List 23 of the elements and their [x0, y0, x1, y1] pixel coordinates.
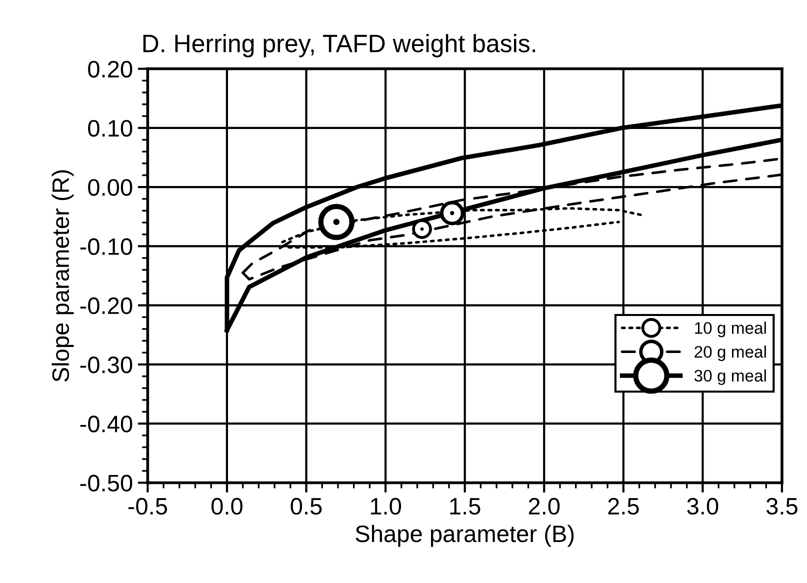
chart-title: D. Herring prey, TAFD weight basis. — [143, 34, 536, 58]
legend-label: 20 g meal — [694, 346, 766, 362]
x-tick-label: 3.0 — [687, 498, 718, 515]
y-tick-label: 0.20 — [88, 60, 132, 78]
x-tick-label: 0.0 — [211, 498, 242, 515]
x-tick-label: 2.0 — [528, 498, 560, 515]
y-tick-label: -0.50 — [80, 474, 132, 492]
y-tick-label: -0.20 — [80, 297, 132, 314]
x-tick-label: 2.5 — [608, 498, 639, 515]
y-tick-label: 0.00 — [88, 179, 132, 196]
x-tick-label: 1.5 — [450, 498, 480, 515]
y-tick-label: 0.10 — [88, 120, 132, 137]
x-tick-label: 3.5 — [766, 498, 798, 515]
x-axis-title: Shape parameter (B) — [356, 524, 574, 547]
y-tick-label: -0.10 — [80, 238, 132, 255]
y-tick-label: -0.40 — [80, 416, 132, 432]
y-axis-title: Slope parameter (R) — [52, 170, 74, 382]
x-tick-label: 1.0 — [370, 498, 402, 515]
x-tick-label: -0.5 — [128, 498, 168, 515]
x-tick-label: 0.5 — [290, 498, 322, 515]
legend-label: 10 g meal — [695, 322, 766, 338]
legend-label: 30 g meal — [694, 369, 766, 385]
y-tick-label: -0.30 — [80, 356, 132, 374]
